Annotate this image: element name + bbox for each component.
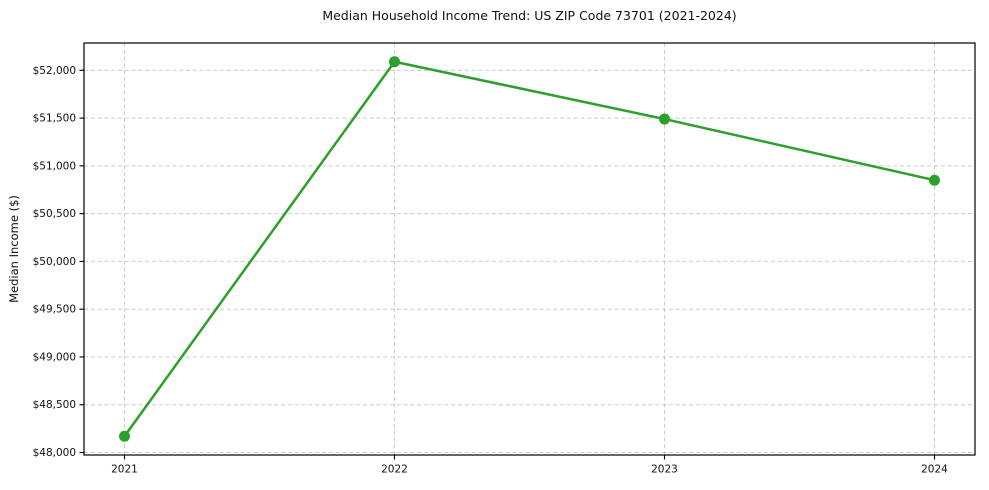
y-tick-label: $48,500	[33, 399, 76, 411]
y-tick-label: $49,500	[33, 304, 76, 316]
data-point-marker	[659, 113, 670, 125]
x-tick-label: 2023	[651, 464, 678, 476]
x-tick-label: 2024	[921, 464, 948, 476]
y-tick-label: $51,500	[33, 113, 76, 125]
income-trend-line	[123, 60, 936, 438]
chart-title: Median Household Income Trend: US ZIP Co…	[322, 8, 737, 23]
y-tick-label: $50,000	[33, 256, 76, 268]
y-tick-label: $51,000	[33, 160, 76, 172]
x-tick-label: 2022	[381, 464, 408, 476]
y-tick-label: $50,500	[33, 208, 76, 220]
y-tick-label: $52,000	[33, 65, 76, 77]
data-point-marker	[389, 56, 400, 68]
data-point-marker	[119, 430, 130, 442]
data-point-marker	[929, 174, 940, 186]
x-tick-label: 2021	[111, 464, 138, 476]
y-tick-label: $48,000	[33, 447, 76, 459]
y-tick-label: $49,000	[33, 351, 76, 363]
plot-border	[83, 42, 976, 456]
